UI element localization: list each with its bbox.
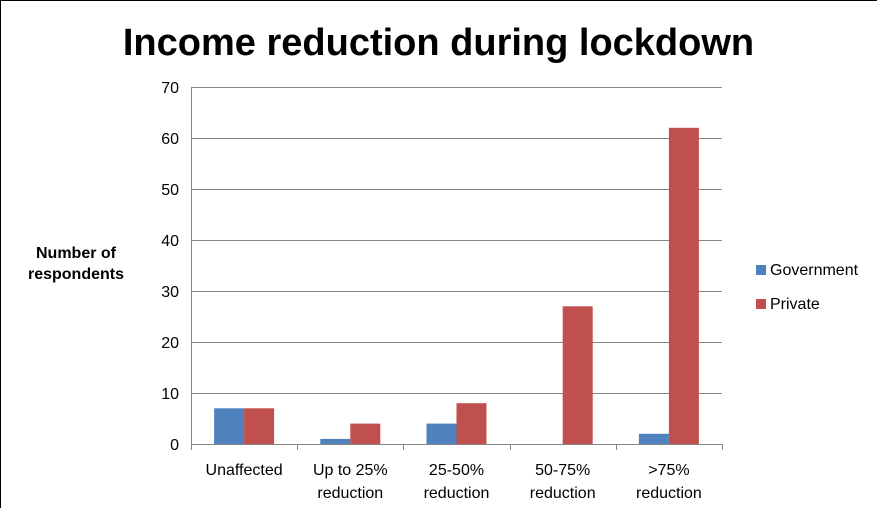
x-tick-label: reduction — [424, 485, 490, 502]
bar-government-1 — [320, 438, 351, 444]
legend-item-private: Private — [756, 296, 820, 314]
x-tick-label: >75% — [648, 462, 689, 479]
x-tick-label: 25-50% — [429, 462, 484, 479]
bar-government-0 — [214, 408, 245, 444]
y-tick-label: 70 — [161, 80, 179, 97]
y-tick-label: 10 — [161, 386, 179, 403]
legend-swatch-private — [756, 299, 766, 309]
x-tick-label: 50-75% — [535, 462, 590, 479]
bar-private-1 — [350, 423, 381, 444]
bar-government-4 — [638, 433, 669, 444]
bar-private-2 — [456, 403, 487, 444]
x-tick-label: reduction — [317, 485, 383, 502]
bar-private-3 — [562, 306, 593, 444]
legend-swatch-government — [756, 265, 766, 275]
bar-private-0 — [244, 408, 275, 444]
legend-label-government: Government — [770, 262, 859, 279]
y-axis-label: Number of respondents — [27, 245, 124, 283]
y-tick-label: 50 — [161, 182, 179, 199]
chart-title: Income reduction during lockdown — [122, 22, 755, 64]
x-tick-label: Up to 25% — [313, 462, 388, 479]
x-tick-label: Unaffected — [206, 462, 283, 479]
y-tick-label: 0 — [170, 437, 179, 454]
legend-item-government: Government — [756, 262, 858, 280]
x-tick-label: reduction — [530, 485, 596, 502]
bar-private-4 — [668, 127, 699, 445]
y-tick-label: 40 — [161, 233, 179, 250]
y-tick-label: 30 — [161, 284, 179, 301]
y-tick-label: 60 — [161, 131, 179, 148]
legend-label-private: Private — [770, 296, 820, 313]
x-tick-label: reduction — [636, 485, 702, 502]
y-tick-label: 20 — [161, 335, 179, 352]
bar-government-2 — [426, 423, 457, 444]
